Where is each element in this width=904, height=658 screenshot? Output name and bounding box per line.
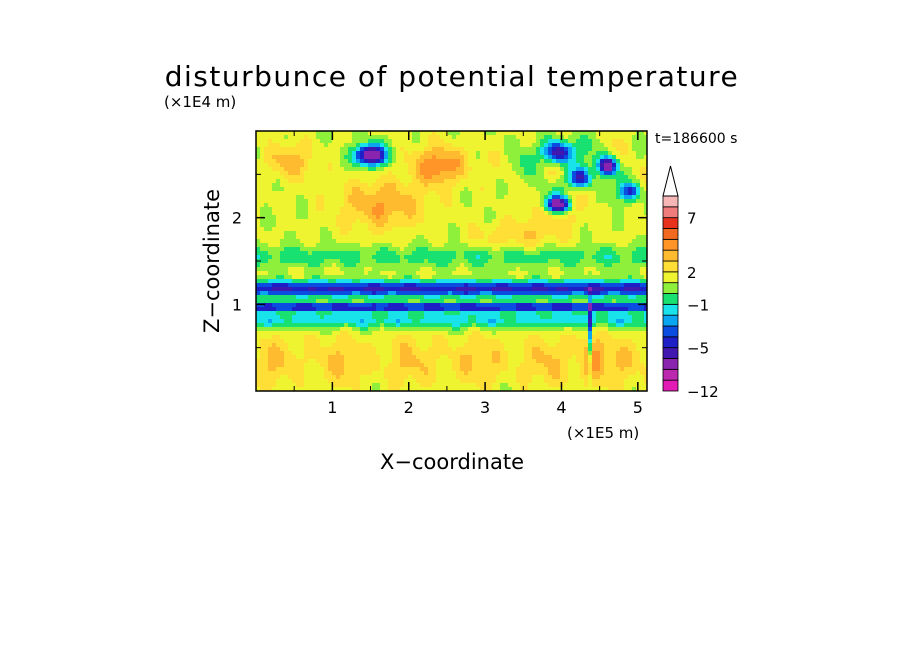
- colorbar-box: [663, 229, 678, 240]
- colorbar-extension: [663, 166, 678, 196]
- colorbar-box: [663, 369, 678, 380]
- colorbar-box: [663, 380, 678, 391]
- colorbar-tick-label: 7: [687, 210, 697, 228]
- colorbar-box: [663, 315, 678, 326]
- y-tick-label: 1: [232, 295, 242, 314]
- colorbar: −12−5−127: [663, 166, 719, 401]
- contour-field: [256, 131, 648, 391]
- x-unit-label: (×1E5 m): [567, 424, 639, 442]
- colorbar-box: [663, 326, 678, 337]
- colorbar-tick-label: −1: [687, 296, 709, 314]
- colorbar-box: [663, 294, 678, 305]
- colorbar-box: [663, 272, 678, 283]
- chart-title: disturbunce of potential temperature: [165, 60, 740, 93]
- colorbar-box: [663, 337, 678, 348]
- colorbar-box: [663, 196, 678, 207]
- colorbar-box: [663, 250, 678, 261]
- colorbar-box: [663, 218, 678, 229]
- plot-area: [256, 131, 648, 391]
- colorbar-tick-label: 2: [687, 264, 697, 282]
- x-tick-label: 3: [480, 398, 490, 417]
- colorbar-box: [663, 348, 678, 359]
- x-axis-label: X−coordinate: [380, 450, 524, 474]
- colorbar-box: [663, 239, 678, 250]
- colorbar-box: [663, 283, 678, 294]
- y-unit-label: (×1E4 m): [164, 93, 236, 111]
- colorbar-tick-label: −12: [687, 383, 719, 401]
- time-label: t=186600 s: [655, 131, 737, 147]
- x-tick-label: 5: [633, 398, 643, 417]
- x-tick-label: 4: [556, 398, 566, 417]
- y-axis-label: Z−coordinate: [200, 189, 224, 333]
- x-tick-label: 1: [327, 398, 337, 417]
- colorbar-box: [663, 261, 678, 272]
- colorbar-tick-label: −5: [687, 340, 709, 358]
- x-tick-label: 2: [404, 398, 414, 417]
- y-tick-label: 2: [232, 209, 242, 228]
- colorbar-box: [663, 359, 678, 370]
- colorbar-box: [663, 304, 678, 315]
- colorbar-box: [663, 207, 678, 218]
